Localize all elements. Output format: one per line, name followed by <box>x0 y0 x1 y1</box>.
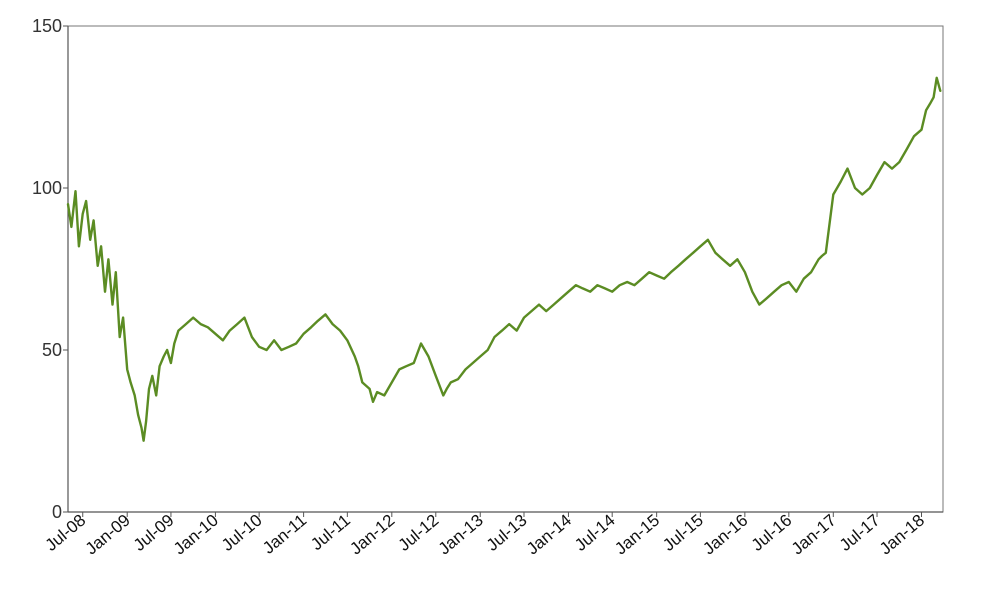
x-tick-label: Jul-11 <box>307 511 354 555</box>
series-line <box>66 76 942 442</box>
plot-area <box>67 25 944 513</box>
y-tick-label: 0 <box>52 502 62 522</box>
x-tick-label: Jan-17 <box>788 511 840 559</box>
series-group <box>66 76 942 442</box>
x-axis: Jul-08Jan-09Jul-09Jan-10Jul-10Jan-11Jul-… <box>42 511 928 559</box>
x-tick-label: Jan-14 <box>523 511 575 559</box>
x-tick-label: Jan-12 <box>346 511 398 559</box>
y-tick-label: 50 <box>42 340 62 360</box>
x-tick-label: Jan-10 <box>170 511 222 559</box>
x-tick-label: Jul-10 <box>218 511 266 555</box>
x-tick-label: Jul-13 <box>483 511 531 555</box>
y-tick-label: 100 <box>32 178 62 198</box>
x-tick-label: Jan-16 <box>699 511 751 559</box>
x-tick-label: Jul-15 <box>659 511 707 555</box>
x-tick-label: Jul-17 <box>836 511 884 555</box>
x-tick-label: Jan-11 <box>259 511 310 558</box>
y-axis: 0 50 100 150 <box>32 16 68 522</box>
y-tick-label: 150 <box>32 16 62 36</box>
x-tick-label: Jan-18 <box>876 511 928 559</box>
x-tick-label: Jan-13 <box>435 511 487 559</box>
x-tick-label: Jul-12 <box>395 511 443 555</box>
x-tick-label: Jul-16 <box>748 511 796 555</box>
x-tick-label: Jan-15 <box>611 511 663 559</box>
x-tick-label: Jan-09 <box>82 511 134 559</box>
x-tick-label: Jul-14 <box>571 511 619 555</box>
x-tick-label: Jul-09 <box>130 511 178 555</box>
x-tick-label: Jul-08 <box>42 511 90 555</box>
